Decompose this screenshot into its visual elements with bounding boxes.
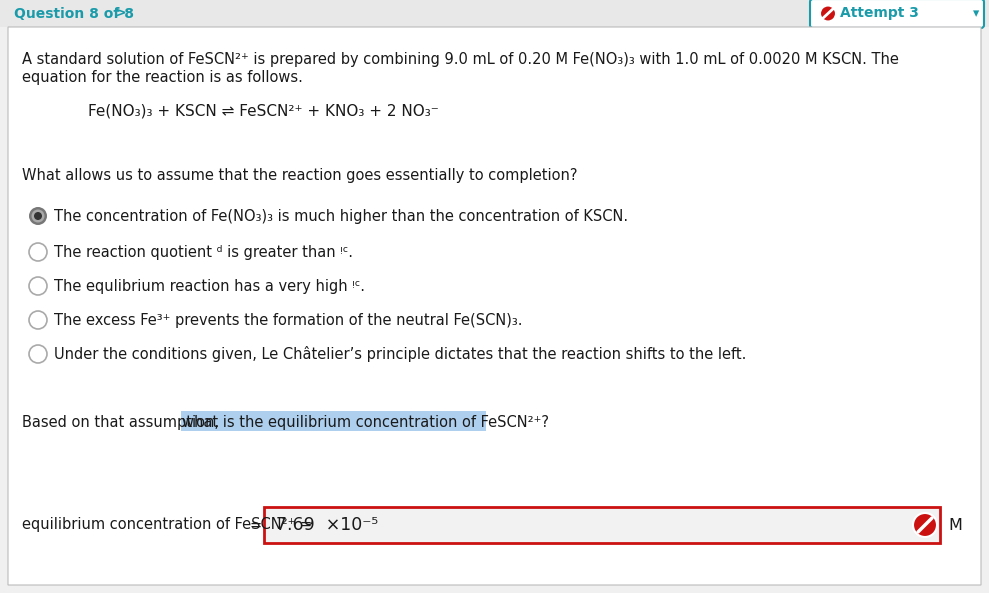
Text: ▾: ▾ (973, 7, 979, 20)
Circle shape (34, 212, 42, 220)
Circle shape (29, 207, 47, 225)
Text: Question 8 of 8: Question 8 of 8 (14, 7, 134, 21)
Text: Fe(NO₃)₃ + KSCN ⇌ FeSCN²⁺ + KNO₃ + 2 NO₃⁻: Fe(NO₃)₃ + KSCN ⇌ FeSCN²⁺ + KNO₃ + 2 NO₃… (88, 104, 439, 119)
Text: A standard solution of FeSCN²⁺ is prepared by combining 9.0 mL of 0.20 M Fe(NO₃): A standard solution of FeSCN²⁺ is prepar… (22, 52, 899, 67)
Text: =: = (249, 518, 262, 533)
FancyBboxPatch shape (181, 411, 487, 431)
Text: The concentration of Fe(NO₃)₃ is much higher than the concentration of KSCN.: The concentration of Fe(NO₃)₃ is much hi… (54, 209, 628, 224)
FancyBboxPatch shape (0, 0, 989, 27)
Text: The reaction quotient ᵈ is greater than ᵎᶜ.: The reaction quotient ᵈ is greater than … (54, 244, 353, 260)
FancyBboxPatch shape (264, 507, 940, 543)
Circle shape (820, 5, 836, 21)
Text: The excess Fe³⁺ prevents the formation of the neutral Fe(SCN)₃.: The excess Fe³⁺ prevents the formation o… (54, 313, 522, 327)
Text: What allows us to assume that the reaction goes essentially to completion?: What allows us to assume that the reacti… (22, 168, 578, 183)
FancyBboxPatch shape (8, 27, 981, 585)
Circle shape (29, 243, 47, 261)
Text: 7.69  ×10⁻⁵: 7.69 ×10⁻⁵ (276, 516, 378, 534)
Circle shape (32, 209, 45, 222)
Text: Attempt 3: Attempt 3 (840, 7, 919, 21)
Text: >: > (115, 7, 127, 21)
Text: Based on that assumption,: Based on that assumption, (22, 415, 224, 429)
Circle shape (29, 277, 47, 295)
Text: The equlibrium reaction has a very high ᵎᶜ.: The equlibrium reaction has a very high … (54, 279, 365, 294)
Text: Under the conditions given, Le Châtelier’s principle dictates that the reaction : Under the conditions given, Le Châtelier… (54, 346, 747, 362)
Circle shape (913, 513, 937, 537)
Text: equation for the reaction is as follows.: equation for the reaction is as follows. (22, 70, 303, 85)
Circle shape (29, 311, 47, 329)
FancyBboxPatch shape (810, 0, 984, 28)
Text: M: M (948, 518, 962, 533)
Text: equilibrium concentration of FeSCN²⁺ =: equilibrium concentration of FeSCN²⁺ = (22, 518, 313, 533)
Circle shape (29, 345, 47, 363)
Text: what is the equilibrium concentration of FeSCN²⁺?: what is the equilibrium concentration of… (182, 415, 549, 429)
